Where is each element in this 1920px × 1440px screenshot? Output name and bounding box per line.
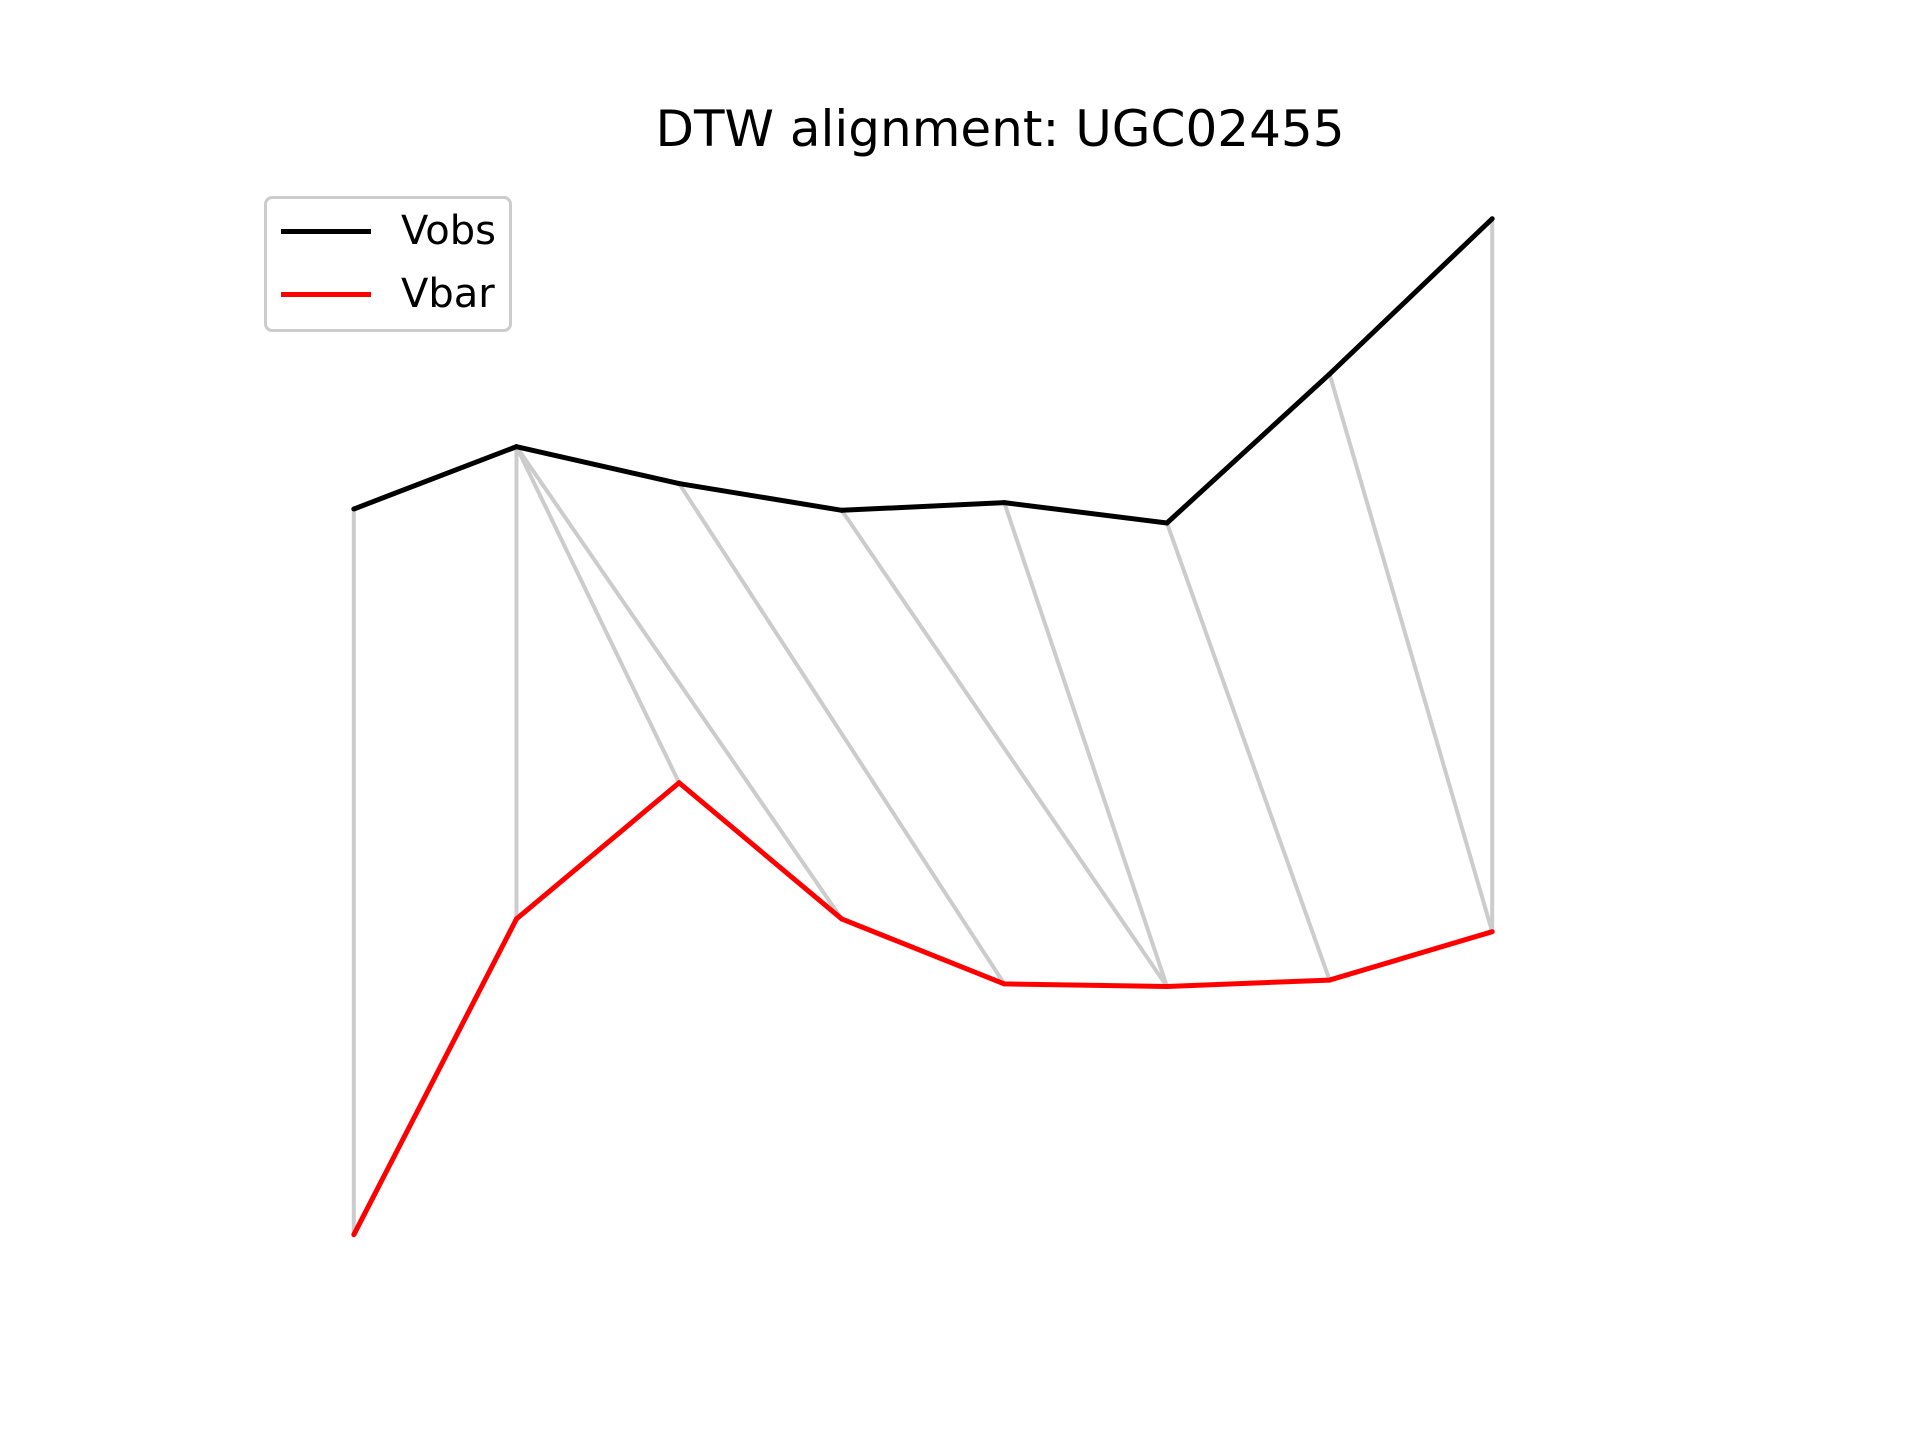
point-vobs-1	[513, 444, 519, 450]
legend-item-vobs: Vobs	[281, 208, 496, 254]
alignment-line-6	[1002, 502, 1169, 988]
series-lines	[351, 216, 1495, 1238]
point-vbar-1	[513, 916, 519, 922]
point-vobs-5	[1164, 520, 1170, 526]
point-vobs-2	[676, 481, 682, 487]
legend-swatch-vobs	[281, 228, 371, 234]
alignment-line-2	[514, 445, 681, 784]
series-line-vobs	[352, 216, 1494, 526]
legend-label-vbar: Vbar	[401, 271, 495, 317]
point-vobs-3	[839, 507, 845, 513]
point-vobs-4	[1001, 500, 1007, 506]
legend-swatch-vbar	[281, 291, 371, 297]
point-vobs-7	[1489, 216, 1495, 222]
point-vbar-7	[1489, 929, 1495, 935]
series-line-vbar	[351, 780, 1493, 1236]
alignment-line-7	[1165, 522, 1332, 981]
alignment-line-4	[677, 482, 1007, 985]
point-vbar-3	[839, 916, 845, 922]
point-vbar-5	[1164, 983, 1170, 989]
point-vbar-6	[1327, 977, 1333, 983]
legend: Vobs Vbar	[264, 196, 512, 332]
alignment-line-3	[514, 445, 844, 921]
legend-item-vbar: Vbar	[281, 271, 495, 317]
legend-label-vobs: Vobs	[401, 208, 496, 254]
point-vbar-2	[676, 780, 682, 786]
alignment-line-5	[840, 509, 1169, 988]
alignment-lines	[351, 218, 1495, 1235]
point-vbar-0	[351, 1232, 357, 1238]
point-vobs-6	[1327, 371, 1333, 377]
alignment-line-8	[1327, 373, 1495, 933]
point-vobs-0	[351, 506, 357, 512]
point-vbar-4	[1001, 981, 1007, 987]
chart-title: DTW alignment: UGC02455	[655, 100, 1345, 158]
